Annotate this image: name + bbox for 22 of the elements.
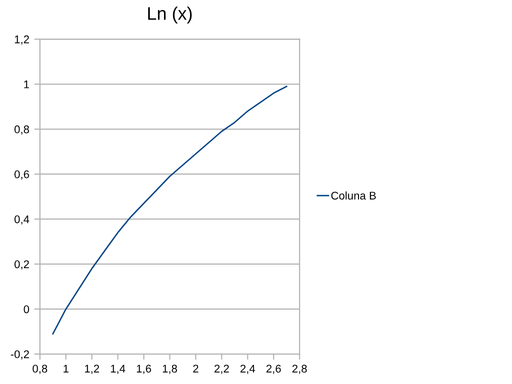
y-tick-label: 0,2: [14, 260, 29, 270]
x-tick-label: 2,8: [292, 364, 307, 374]
x-tick-label: 1,8: [162, 364, 177, 374]
y-tick-label: 1,2: [14, 35, 29, 45]
y-tick-label: 0,6: [14, 170, 30, 180]
legend-label: Coluna B: [331, 191, 376, 200]
chart-title: Ln (x): [148, 6, 192, 24]
x-tick-label: 1: [64, 364, 68, 373]
x-tick-label: 2,2: [214, 364, 229, 374]
x-tick-label: 1,6: [136, 364, 152, 374]
line-series: [52, 86, 288, 334]
x-tick-label: 0,8: [32, 364, 48, 374]
x-tick-label: 1,4: [110, 364, 126, 374]
x-tick-label: 2,4: [240, 364, 256, 374]
x-tick-label: 1,2: [84, 364, 100, 374]
y-tick-label: -0,2: [10, 350, 29, 360]
x-tick-label: 2: [193, 364, 198, 373]
y-tick-label: 0,4: [14, 215, 30, 225]
y-tick-label: 0: [24, 305, 30, 314]
y-tick-label: 1: [24, 80, 29, 88]
x-tick-label: 2,6: [266, 364, 281, 374]
y-tick-label: 0,8: [14, 125, 30, 135]
